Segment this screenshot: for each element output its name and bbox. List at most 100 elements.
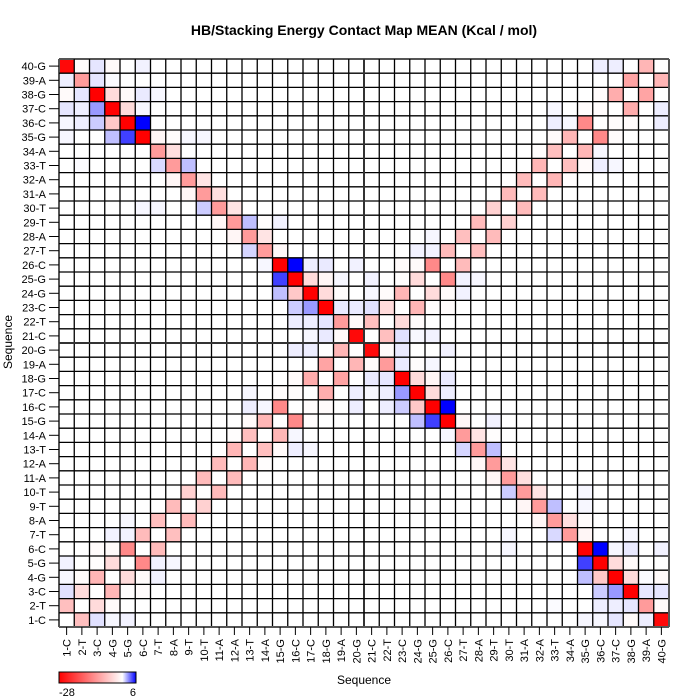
- heatmap-cell: [211, 272, 227, 287]
- heatmap-cell: [364, 399, 380, 414]
- heatmap-cell: [226, 130, 242, 145]
- heatmap-cell: [409, 612, 425, 627]
- heatmap-cell: [287, 186, 303, 201]
- heatmap-cell: [547, 428, 563, 443]
- heatmap-cell: [531, 414, 547, 429]
- heatmap-cell: [287, 87, 303, 102]
- heatmap-cell: [440, 428, 456, 443]
- heatmap-cell: [287, 584, 303, 599]
- heatmap-cell: [623, 456, 639, 471]
- heatmap-cell: [348, 300, 364, 315]
- heatmap-cell: [211, 300, 227, 315]
- heatmap-cell: [455, 470, 471, 485]
- heatmap-cell: [226, 186, 242, 201]
- heatmap-cell: [257, 243, 273, 258]
- heatmap-cell: [120, 186, 136, 201]
- heatmap-cell: [272, 115, 288, 130]
- heatmap-cell: [318, 201, 334, 216]
- heatmap-cell: [120, 158, 136, 173]
- heatmap-cell: [394, 144, 410, 159]
- heatmap-cell: [379, 229, 395, 244]
- heatmap-cell: [74, 229, 90, 244]
- heatmap-cell: [364, 385, 380, 400]
- heatmap-cell: [165, 527, 181, 542]
- heatmap-cell: [272, 172, 288, 187]
- heatmap-cell: [287, 612, 303, 627]
- heatmap-cell: [318, 442, 334, 457]
- heatmap-cell: [394, 371, 410, 386]
- heatmap-cell: [333, 343, 349, 358]
- heatmap-cell: [120, 328, 136, 343]
- heatmap-cell: [348, 499, 364, 514]
- heatmap-cell: [440, 584, 456, 599]
- heatmap-cell: [653, 87, 669, 102]
- heatmap-cell: [486, 172, 502, 187]
- y-tick-label: 33-T: [23, 161, 46, 173]
- heatmap-cell: [272, 612, 288, 627]
- heatmap-cell: [303, 357, 319, 372]
- heatmap-cell: [379, 158, 395, 173]
- heatmap-cell: [242, 73, 258, 88]
- heatmap-cell: [592, 399, 608, 414]
- heatmap-cell: [74, 584, 90, 599]
- heatmap-cell: [608, 414, 624, 429]
- heatmap-cell: [303, 115, 319, 130]
- heatmap-cell: [272, 399, 288, 414]
- heatmap-cell: [409, 428, 425, 443]
- heatmap-cell: [104, 87, 120, 102]
- heatmap-cell: [74, 499, 90, 514]
- heatmap-cell: [318, 272, 334, 287]
- heatmap-cell: [440, 130, 456, 145]
- heatmap-cell: [120, 527, 136, 542]
- heatmap-cell: [608, 115, 624, 130]
- heatmap-cell: [501, 257, 517, 272]
- heatmap-cell: [379, 186, 395, 201]
- heatmap-cell: [104, 158, 120, 173]
- heatmap-cell: [608, 328, 624, 343]
- heatmap-cell: [440, 385, 456, 400]
- heatmap-cell: [638, 87, 654, 102]
- heatmap-cell: [425, 541, 441, 556]
- heatmap-cell: [425, 485, 441, 500]
- heatmap-cell: [379, 470, 395, 485]
- heatmap-cell: [318, 73, 334, 88]
- heatmap-cell: [135, 343, 151, 358]
- heatmap-cell: [440, 201, 456, 216]
- heatmap-cell: [531, 328, 547, 343]
- heatmap-cell: [226, 414, 242, 429]
- heatmap-cell: [59, 612, 75, 627]
- heatmap-cell: [440, 570, 456, 585]
- heatmap-cell: [394, 385, 410, 400]
- heatmap-cell: [104, 442, 120, 457]
- heatmap-cell: [638, 442, 654, 457]
- heatmap-cell: [516, 158, 532, 173]
- heatmap-cell: [562, 470, 578, 485]
- heatmap-cell: [196, 456, 212, 471]
- heatmap-cell: [211, 186, 227, 201]
- heatmap-cell: [531, 229, 547, 244]
- heatmap-cell: [257, 513, 273, 528]
- y-tick-label: 20-G: [22, 345, 46, 357]
- heatmap-cell: [379, 115, 395, 130]
- heatmap-cell: [104, 499, 120, 514]
- heatmap-cell: [211, 527, 227, 542]
- heatmap-cell: [181, 414, 197, 429]
- heatmap-cell: [196, 300, 212, 315]
- heatmap-cell: [501, 314, 517, 329]
- heatmap-cell: [470, 470, 486, 485]
- heatmap-cell: [257, 541, 273, 556]
- heatmap-cell: [211, 243, 227, 258]
- heatmap-cell: [531, 371, 547, 386]
- heatmap-cell: [333, 201, 349, 216]
- heatmap-cell: [455, 300, 471, 315]
- heatmap-cell: [120, 115, 136, 130]
- heatmap-cell: [531, 257, 547, 272]
- heatmap-cell: [120, 612, 136, 627]
- heatmap-cell: [608, 570, 624, 585]
- heatmap-cell: [150, 314, 166, 329]
- heatmap-cell: [59, 485, 75, 500]
- heatmap-cell: [455, 101, 471, 116]
- heatmap-cell: [455, 612, 471, 627]
- heatmap-cell: [348, 215, 364, 230]
- heatmap-cell: [226, 201, 242, 216]
